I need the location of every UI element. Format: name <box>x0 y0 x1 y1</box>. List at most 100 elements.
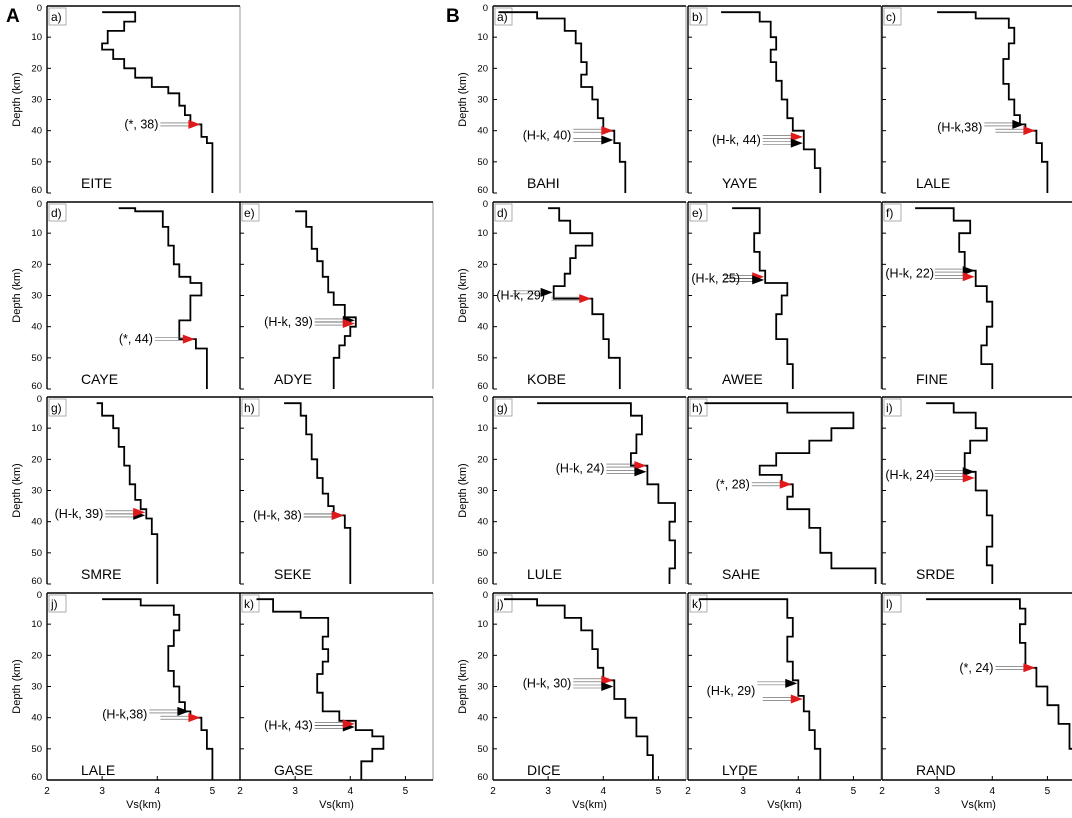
moho-marker-triangle <box>1023 663 1036 673</box>
hk-marker-triangle <box>962 266 975 276</box>
station-name: SAHE <box>722 566 760 582</box>
x-axis-label: Vs(km) <box>319 799 354 811</box>
hk-marker-triangle <box>962 467 975 477</box>
panel-a-e-adye: e) ADYE (H-k, 39) <box>239 201 434 390</box>
y-tick-label: 20 <box>31 650 42 661</box>
y-tick-label: 10 <box>31 423 42 434</box>
vs-profile-line <box>926 402 994 584</box>
y-tick-label: 0 <box>37 3 42 14</box>
panel-letter: a) <box>494 7 513 26</box>
y-tick-label: 30 <box>477 486 488 497</box>
panel-b-e-awee: e) AWEE (H-k, 25) <box>687 201 882 390</box>
station-name: KOBE <box>527 371 566 387</box>
x-tick-label: 2 <box>490 786 496 797</box>
y-tick-label: 40 <box>31 126 42 137</box>
station-name: ADYE <box>274 371 312 387</box>
hk-marker-triangle <box>540 287 553 297</box>
section-a-label: A <box>6 6 20 27</box>
panel-letter-text: g) <box>51 401 62 415</box>
panel-a-j-lale: 0 10 20 30 40 50 60 Depth (km) 2 3 4 5 Vs(km) j) LALE (… <box>11 590 241 811</box>
y-tick-label: 60 <box>477 772 488 783</box>
moho-marker-triangle <box>188 713 201 723</box>
station-name: FINE <box>916 371 948 387</box>
moho-marker-triangle <box>790 132 803 142</box>
vs-profile-line <box>295 210 357 389</box>
vs-profile-line <box>699 598 822 780</box>
station-name: EITE <box>81 175 112 191</box>
panel-letter-text: f) <box>886 206 893 220</box>
y-tick-label: 10 <box>31 619 42 630</box>
y-tick-label: 40 <box>31 322 42 333</box>
x-tick-label: 5 <box>656 786 662 797</box>
station-name: RAND <box>916 762 956 778</box>
y-tick-label: 50 <box>31 353 42 364</box>
vs-profile-line <box>498 11 627 193</box>
moho-marker-triangle <box>634 461 647 471</box>
pick-annotation: (H-k, 38) <box>253 508 302 522</box>
y-tick-label: 50 <box>31 157 42 168</box>
panel-letter-text: c) <box>886 10 896 24</box>
y-tick-label: 10 <box>477 423 488 434</box>
x-tick-label: 4 <box>348 786 354 797</box>
panel-letter-text: h) <box>692 401 703 415</box>
panel-letter-text: k) <box>692 597 702 611</box>
station-name: YAYE <box>722 175 757 191</box>
x-tick-label: 4 <box>990 786 996 797</box>
y-axis-label: Depth (km) <box>11 659 23 713</box>
y-tick-label: 50 <box>31 548 42 559</box>
panel-letter-text: e) <box>244 206 255 220</box>
panel-letter: j) <box>494 594 513 613</box>
panel-letter: k) <box>689 594 708 613</box>
panel-letter-text: i) <box>886 401 893 415</box>
y-tick-label: 10 <box>477 228 488 239</box>
panel-b-h-sahe: h) SAHE (*, 28) <box>687 396 882 585</box>
moho-marker-triangle <box>342 319 355 329</box>
x-tick-label: 2 <box>879 786 885 797</box>
x-tick-label: 5 <box>1045 786 1051 797</box>
panel-a-a-eite: 0 10 20 30 40 50 60 Depth (km) a) EITE (*, 38) <box>11 3 241 196</box>
hk-marker-triangle <box>634 467 647 477</box>
y-tick-label: 20 <box>31 454 42 465</box>
pick-annotation: (H-k, 24) <box>556 462 605 476</box>
y-tick-label: 30 <box>477 682 488 693</box>
hk-marker-triangle <box>177 706 190 716</box>
y-tick-label: 20 <box>31 259 42 270</box>
y-tick-label: 60 <box>31 576 42 587</box>
section-b-label: B <box>446 6 460 27</box>
x-tick-label: 3 <box>292 786 298 797</box>
moho-marker-triangle <box>331 510 344 520</box>
panel-letter: k) <box>241 594 260 613</box>
y-tick-label: 50 <box>477 157 488 168</box>
moho-marker-triangle <box>133 507 146 517</box>
y-tick-label: 0 <box>483 3 488 14</box>
y-axis-label: Depth (km) <box>11 463 23 517</box>
moho-marker-triangle <box>579 294 592 304</box>
panel-letter: d) <box>48 203 67 222</box>
x-tick-label: 4 <box>155 786 161 797</box>
x-tick-label: 4 <box>601 786 607 797</box>
panel-letter: j) <box>48 594 67 613</box>
x-tick-label: 5 <box>210 786 216 797</box>
station-name: LYDE <box>722 762 758 778</box>
vs-profile-line <box>504 598 654 780</box>
moho-marker-triangle <box>601 126 614 136</box>
station-name: DICE <box>527 762 560 778</box>
panel-b-i-srde: i) SRDE (H-k, 24) <box>881 396 1072 585</box>
pick-annotation: (H-k, 44) <box>712 133 761 147</box>
pick-annotation: (*, 38) <box>124 117 158 131</box>
x-axis-label: Vs(km) <box>961 799 996 811</box>
y-tick-label: 30 <box>477 291 488 302</box>
y-tick-label: 20 <box>31 63 42 74</box>
panel-letter: h) <box>689 398 708 417</box>
panel-b-f-fine: f) FINE (H-k, 22) <box>881 201 1072 390</box>
panel-b-g-lule: 0 10 20 30 40 50 60 Depth (km) g) LULE (H-k, 24) <box>457 394 687 587</box>
y-tick-label: 0 <box>37 199 42 210</box>
hk-marker-triangle <box>785 678 798 688</box>
pick-annotation: (H-k, 22) <box>885 267 934 281</box>
x-tick-label: 3 <box>99 786 105 797</box>
y-tick-label: 50 <box>31 744 42 755</box>
panel-letter-text: d) <box>497 206 508 220</box>
panel-letter: c) <box>883 7 902 26</box>
panel-b-a-bahi: 0 10 20 30 40 50 60 Depth (km) a) BAHI (H-k, 40) <box>457 3 687 196</box>
moho-marker-triangle <box>779 479 792 489</box>
